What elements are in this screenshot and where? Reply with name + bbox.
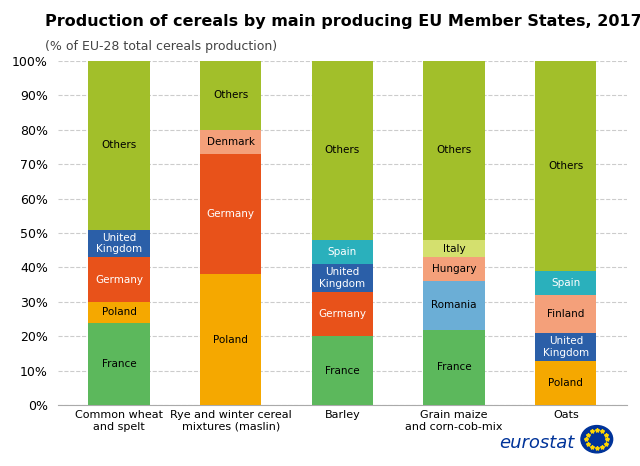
- Text: Germany: Germany: [319, 309, 367, 319]
- Text: Others: Others: [213, 90, 248, 100]
- Bar: [200, 130, 261, 154]
- Text: Poland: Poland: [548, 378, 583, 388]
- Text: eurostat: eurostat: [499, 434, 575, 452]
- Bar: [424, 329, 485, 405]
- Text: United
Kingdom: United Kingdom: [319, 267, 365, 288]
- Bar: [312, 292, 373, 336]
- Bar: [312, 264, 373, 292]
- Circle shape: [581, 425, 612, 453]
- Bar: [424, 257, 485, 281]
- Bar: [88, 322, 150, 405]
- Bar: [200, 154, 261, 274]
- Text: Finland: Finland: [547, 309, 584, 319]
- Text: United
Kingdom: United Kingdom: [96, 233, 142, 254]
- Text: Poland: Poland: [213, 335, 248, 345]
- Text: Spain: Spain: [551, 278, 580, 288]
- Text: Denmark: Denmark: [207, 137, 255, 147]
- Text: Italy: Italy: [443, 244, 465, 254]
- Text: (% of EU-28 total cereals production): (% of EU-28 total cereals production): [45, 40, 277, 53]
- Text: France: France: [436, 363, 472, 372]
- Text: Others: Others: [548, 161, 584, 171]
- Bar: [312, 240, 373, 264]
- Text: Romania: Romania: [431, 301, 477, 310]
- Bar: [88, 230, 150, 257]
- Text: Others: Others: [101, 140, 137, 150]
- Bar: [312, 336, 373, 405]
- Text: Germany: Germany: [95, 274, 143, 285]
- Bar: [424, 281, 485, 329]
- Bar: [424, 240, 485, 257]
- Bar: [88, 61, 150, 230]
- Text: Others: Others: [324, 145, 360, 155]
- Bar: [200, 274, 261, 405]
- Bar: [535, 333, 596, 361]
- Bar: [200, 61, 261, 130]
- Text: Production of cereals by main producing EU Member States, 2017: Production of cereals by main producing …: [45, 14, 640, 29]
- Bar: [424, 61, 485, 240]
- Bar: [88, 302, 150, 322]
- Text: France: France: [325, 366, 360, 376]
- Bar: [535, 361, 596, 405]
- Text: Spain: Spain: [328, 247, 357, 257]
- Bar: [535, 61, 596, 271]
- Bar: [535, 271, 596, 295]
- Bar: [88, 257, 150, 302]
- Bar: [535, 295, 596, 333]
- Bar: [312, 61, 373, 240]
- Text: Poland: Poland: [102, 307, 136, 317]
- Text: Hungary: Hungary: [432, 264, 476, 274]
- Text: Germany: Germany: [207, 209, 255, 219]
- Text: Others: Others: [436, 145, 472, 155]
- Text: United
Kingdom: United Kingdom: [543, 336, 589, 357]
- Text: France: France: [102, 359, 136, 369]
